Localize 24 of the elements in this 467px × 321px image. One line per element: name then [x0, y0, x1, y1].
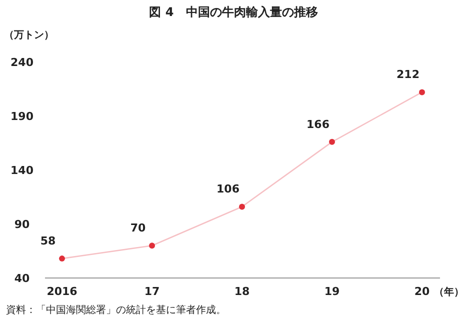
- y-tick-label: 90: [14, 218, 30, 231]
- x-axis-title: （年）: [434, 286, 464, 298]
- y-tick-label: 240: [10, 56, 34, 69]
- point: [149, 242, 155, 249]
- point: [329, 138, 335, 145]
- data-label: 58: [40, 234, 56, 248]
- chart-title: 図 4 中国の牛肉輸入量の推移: [149, 5, 318, 19]
- point: [419, 89, 425, 96]
- x-tick-label: 18: [234, 285, 250, 298]
- x-tick-label: 20: [414, 285, 430, 298]
- data-label: 166: [306, 118, 330, 131]
- data-label: 212: [396, 68, 420, 82]
- x-tick-label: 19: [324, 285, 340, 298]
- data-label: 70: [130, 222, 146, 235]
- point: [239, 204, 245, 210]
- x-tick-label: 2016: [46, 285, 78, 298]
- x-tick-label: 17: [144, 285, 160, 298]
- point: [59, 256, 65, 262]
- y-axis-title: （万トン）: [4, 30, 54, 41]
- y-tick-label: 140: [10, 164, 34, 177]
- text: 資料：「中国海関総署」の統計を基に筆者作成。: [6, 304, 226, 316]
- y-tick-label: 40: [14, 272, 30, 285]
- y-tick-label: 190: [10, 110, 34, 123]
- data-label: 106: [216, 182, 240, 196]
